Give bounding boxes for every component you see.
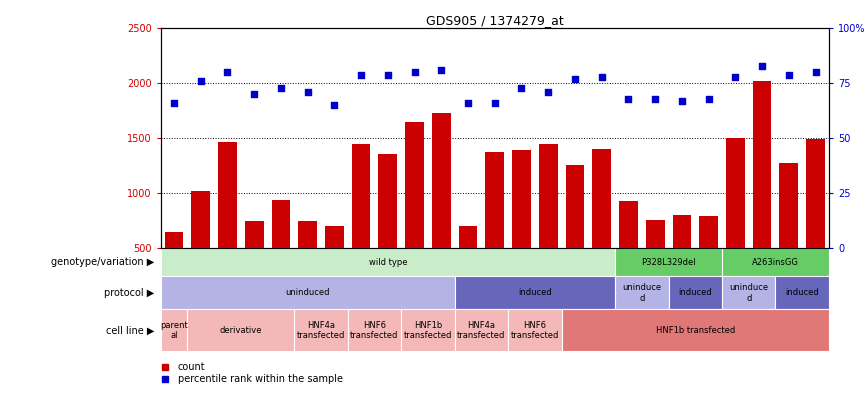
Bar xyxy=(378,154,398,248)
Text: protocol ▶: protocol ▶ xyxy=(103,288,154,298)
Text: HNF6
transfected: HNF6 transfected xyxy=(510,321,559,340)
Bar xyxy=(615,276,668,309)
Bar xyxy=(619,201,638,248)
Point xyxy=(461,100,475,107)
Text: HNF1b transfected: HNF1b transfected xyxy=(655,326,735,335)
Point xyxy=(194,78,207,84)
Point xyxy=(675,98,689,104)
Bar xyxy=(272,200,290,248)
Bar xyxy=(401,309,455,352)
Point xyxy=(274,85,288,91)
Point xyxy=(782,71,796,78)
Text: uninduce
d: uninduce d xyxy=(622,283,661,303)
Text: uninduce
d: uninduce d xyxy=(729,283,768,303)
Bar xyxy=(722,276,775,309)
Text: induced: induced xyxy=(518,288,552,297)
Bar xyxy=(458,226,477,248)
Bar xyxy=(806,139,825,248)
Point xyxy=(381,71,395,78)
Bar xyxy=(161,248,615,276)
Title: GDS905 / 1374279_at: GDS905 / 1374279_at xyxy=(426,14,563,27)
Text: wild type: wild type xyxy=(369,258,407,267)
Bar xyxy=(187,309,294,352)
Point xyxy=(755,62,769,69)
Text: genotype/variation ▶: genotype/variation ▶ xyxy=(50,257,154,267)
Text: P328L329del: P328L329del xyxy=(641,258,696,267)
Bar xyxy=(455,276,615,309)
Bar xyxy=(165,232,183,248)
Point xyxy=(408,69,422,76)
Bar xyxy=(191,191,210,248)
Bar xyxy=(700,216,718,248)
Bar xyxy=(508,309,562,352)
Bar xyxy=(539,144,557,248)
Point xyxy=(220,69,234,76)
Bar xyxy=(405,122,424,248)
Bar xyxy=(779,162,799,248)
Text: percentile rank within the sample: percentile rank within the sample xyxy=(178,374,343,384)
Point xyxy=(621,96,635,102)
Text: A263insGG: A263insGG xyxy=(752,258,799,267)
Bar xyxy=(299,221,317,248)
Text: HNF4a
transfected: HNF4a transfected xyxy=(297,321,345,340)
Text: derivative: derivative xyxy=(220,326,262,335)
Point xyxy=(568,76,582,82)
Point xyxy=(354,71,368,78)
Bar xyxy=(615,248,722,276)
Text: induced: induced xyxy=(786,288,819,297)
Point xyxy=(701,96,715,102)
Bar xyxy=(161,309,187,352)
Text: parent
al: parent al xyxy=(160,321,187,340)
Bar xyxy=(294,309,348,352)
Bar xyxy=(432,113,450,248)
Bar xyxy=(592,149,611,248)
Bar xyxy=(673,215,691,248)
Point xyxy=(728,74,742,80)
Point xyxy=(167,100,181,107)
Bar xyxy=(562,309,829,352)
Bar xyxy=(646,220,665,248)
Point xyxy=(648,96,662,102)
Bar xyxy=(455,309,508,352)
Text: uninduced: uninduced xyxy=(286,288,330,297)
Bar xyxy=(348,309,401,352)
Bar xyxy=(753,81,772,248)
Text: induced: induced xyxy=(679,288,712,297)
Bar xyxy=(668,276,722,309)
Text: HNF4a
transfected: HNF4a transfected xyxy=(457,321,505,340)
Bar xyxy=(512,150,531,248)
Point xyxy=(327,102,341,109)
Point xyxy=(488,100,502,107)
Bar xyxy=(161,276,455,309)
Point xyxy=(809,69,823,76)
Bar xyxy=(485,151,504,248)
Bar xyxy=(566,165,584,248)
Text: cell line ▶: cell line ▶ xyxy=(106,325,154,335)
Text: HNF6
transfected: HNF6 transfected xyxy=(351,321,398,340)
Bar xyxy=(352,144,371,248)
Point xyxy=(434,67,448,73)
Point xyxy=(595,74,608,80)
Text: count: count xyxy=(178,362,206,372)
Point xyxy=(515,85,529,91)
Bar xyxy=(722,248,829,276)
Bar xyxy=(775,276,829,309)
Bar xyxy=(245,221,264,248)
Point xyxy=(542,89,556,96)
Bar xyxy=(726,139,745,248)
Bar xyxy=(325,226,344,248)
Point xyxy=(300,89,314,96)
Bar xyxy=(218,142,237,248)
Text: HNF1b
transfected: HNF1b transfected xyxy=(404,321,452,340)
Point xyxy=(247,91,261,98)
